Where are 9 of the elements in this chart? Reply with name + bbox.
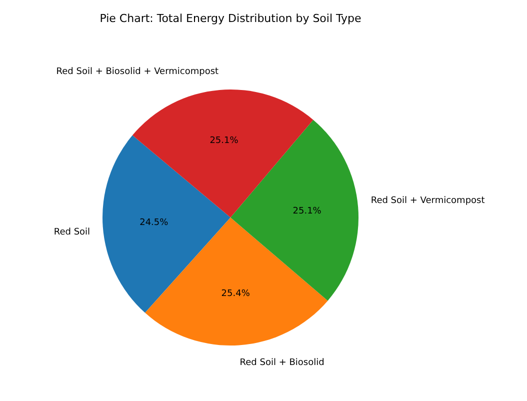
data-label: 24.5% bbox=[140, 218, 169, 228]
data-label: 25.1% bbox=[292, 206, 322, 216]
slice-label: Red Soil + Biosolid bbox=[240, 358, 324, 368]
slice-label: Red Soil + Biosolid + Vermicompost bbox=[56, 67, 220, 78]
data-label: 25.4% bbox=[221, 289, 250, 300]
slice-label: Red Soil + Vermicompost bbox=[370, 196, 486, 206]
chart-title: Pie Chart: Total Energy Distribution by Soil Type bbox=[100, 12, 362, 25]
data-label: 25.1% bbox=[210, 136, 239, 146]
slice-label: Red Soil bbox=[54, 227, 90, 238]
